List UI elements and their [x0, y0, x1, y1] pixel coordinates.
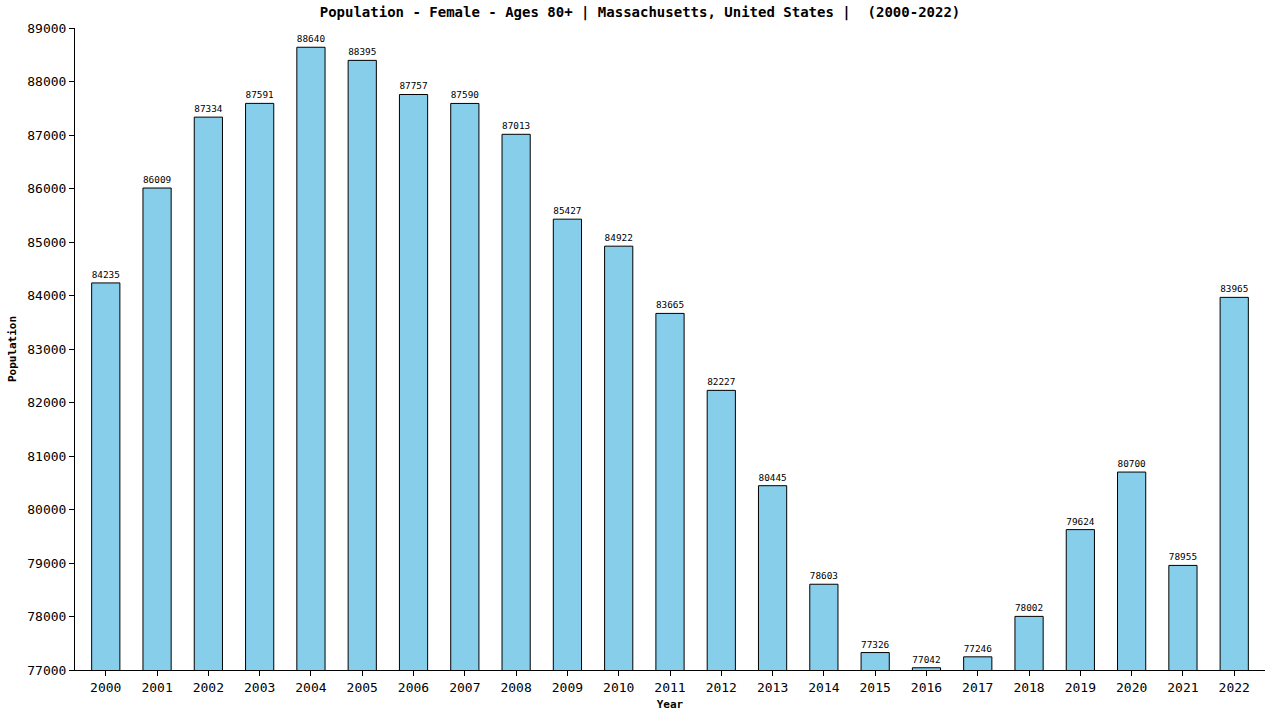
svg-text:77246: 77246 [964, 643, 993, 654]
svg-text:2012: 2012 [706, 680, 737, 695]
svg-text:2001: 2001 [141, 680, 172, 695]
svg-text:88000: 88000 [27, 74, 66, 89]
svg-text:2020: 2020 [1116, 680, 1147, 695]
svg-text:2017: 2017 [962, 680, 993, 695]
svg-text:Population - Female - Ages 80+: Population - Female - Ages 80+ | Massach… [320, 4, 961, 21]
svg-text:2006: 2006 [398, 680, 429, 695]
svg-text:2019: 2019 [1065, 680, 1096, 695]
svg-text:78955: 78955 [1169, 551, 1197, 562]
svg-text:2004: 2004 [295, 680, 326, 695]
svg-text:86009: 86009 [143, 174, 171, 185]
svg-text:2009: 2009 [552, 680, 583, 695]
svg-text:2000: 2000 [90, 680, 121, 695]
svg-text:78002: 78002 [1015, 602, 1043, 613]
svg-text:Year: Year [657, 698, 684, 711]
svg-text:84000: 84000 [27, 288, 66, 303]
svg-text:82000: 82000 [27, 395, 66, 410]
svg-text:2013: 2013 [757, 680, 788, 695]
svg-text:2021: 2021 [1167, 680, 1198, 695]
svg-text:2011: 2011 [654, 680, 685, 695]
svg-text:2005: 2005 [347, 680, 378, 695]
svg-text:2015: 2015 [860, 680, 891, 695]
svg-text:Population: Population [6, 316, 19, 382]
svg-text:2016: 2016 [911, 680, 942, 695]
svg-text:79000: 79000 [27, 556, 66, 571]
svg-text:84235: 84235 [92, 269, 120, 280]
svg-text:87590: 87590 [451, 89, 480, 100]
svg-text:85000: 85000 [27, 235, 66, 250]
svg-text:82227: 82227 [707, 376, 735, 387]
svg-text:2007: 2007 [449, 680, 480, 695]
svg-text:87000: 87000 [27, 128, 66, 143]
svg-text:87591: 87591 [246, 89, 274, 100]
svg-text:2010: 2010 [603, 680, 634, 695]
svg-text:2022: 2022 [1219, 680, 1250, 695]
svg-text:83000: 83000 [27, 342, 66, 357]
svg-text:85427: 85427 [553, 205, 581, 216]
svg-text:77000: 77000 [27, 663, 66, 678]
svg-text:84922: 84922 [605, 232, 633, 243]
svg-text:78000: 78000 [27, 609, 66, 624]
svg-text:87013: 87013 [502, 120, 530, 131]
svg-text:87757: 87757 [399, 80, 427, 91]
svg-text:79624: 79624 [1066, 516, 1095, 527]
svg-text:88640: 88640 [297, 33, 326, 44]
svg-text:80700: 80700 [1118, 458, 1147, 469]
svg-text:83965: 83965 [1220, 283, 1248, 294]
svg-text:78603: 78603 [810, 570, 838, 581]
svg-text:89000: 89000 [27, 21, 66, 36]
svg-text:80000: 80000 [27, 502, 66, 517]
svg-text:81000: 81000 [27, 449, 66, 464]
svg-text:2003: 2003 [244, 680, 275, 695]
svg-text:83665: 83665 [656, 299, 684, 310]
svg-text:86000: 86000 [27, 181, 66, 196]
svg-text:2014: 2014 [808, 680, 839, 695]
svg-text:87334: 87334 [194, 103, 223, 114]
svg-text:77042: 77042 [912, 654, 940, 665]
svg-text:2018: 2018 [1013, 680, 1044, 695]
svg-text:2002: 2002 [193, 680, 224, 695]
svg-text:77326: 77326 [861, 639, 890, 650]
svg-text:80445: 80445 [758, 472, 786, 483]
svg-text:2008: 2008 [500, 680, 531, 695]
svg-text:88395: 88395 [348, 46, 376, 57]
